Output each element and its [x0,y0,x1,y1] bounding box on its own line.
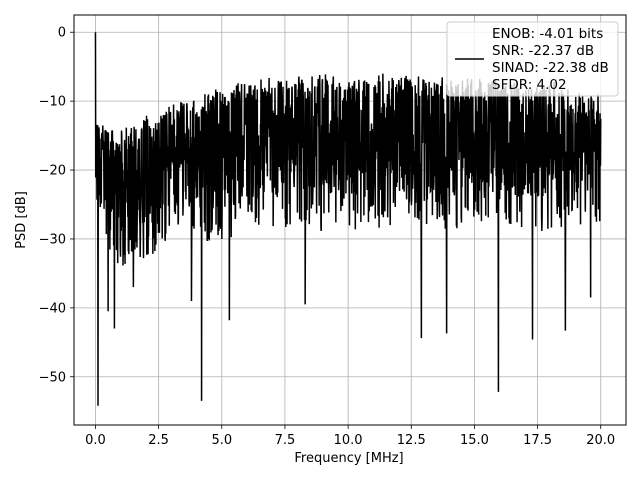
legend-box [446,21,619,97]
y-tick-label: −30 [39,232,66,247]
x-axis-ticks: 0.0 2.5 5.0 7.5 10.0 12.5 15.0 17.5 20.0 [85,425,615,448]
legend-entry-enob: ENOB: -4.01 bits [492,26,603,42]
x-tick-label: 0.0 [85,433,106,448]
legend-entry-sinad: SINAD: -22.38 dB [492,60,609,76]
y-axis-ticks: 0 −10 −20 −30 −40 −50 [39,26,74,385]
x-tick-label: 20.0 [586,433,615,448]
y-tick-label: −50 [39,370,66,385]
y-tick-label: 0 [58,26,66,41]
x-tick-label: 7.5 [275,433,296,448]
x-tick-label: 10.0 [334,433,363,448]
x-tick-label: 2.5 [148,433,169,448]
legend-entry-snr: SNR: -22.37 dB [492,43,594,59]
x-tick-label: 15.0 [460,433,489,448]
axes-frame [73,14,627,426]
plot-area [94,32,602,406]
y-tick-label: −40 [39,301,66,316]
legend-entry-sfdr: SFDR: 4.02 [492,77,567,93]
psd-series-line [94,32,602,406]
y-axis-label: PSD [dB] [14,191,29,249]
y-tick-label: −10 [39,95,66,110]
x-tick-label: 12.5 [397,433,426,448]
x-tick-label: 17.5 [523,433,552,448]
y-tick-label: −20 [39,164,66,179]
legend: ENOB: -4.01 bits SNR: -22.37 dB SINAD: -… [446,21,619,97]
x-tick-label: 5.0 [211,433,232,448]
x-axis-label: Frequency [MHz] [294,451,403,466]
